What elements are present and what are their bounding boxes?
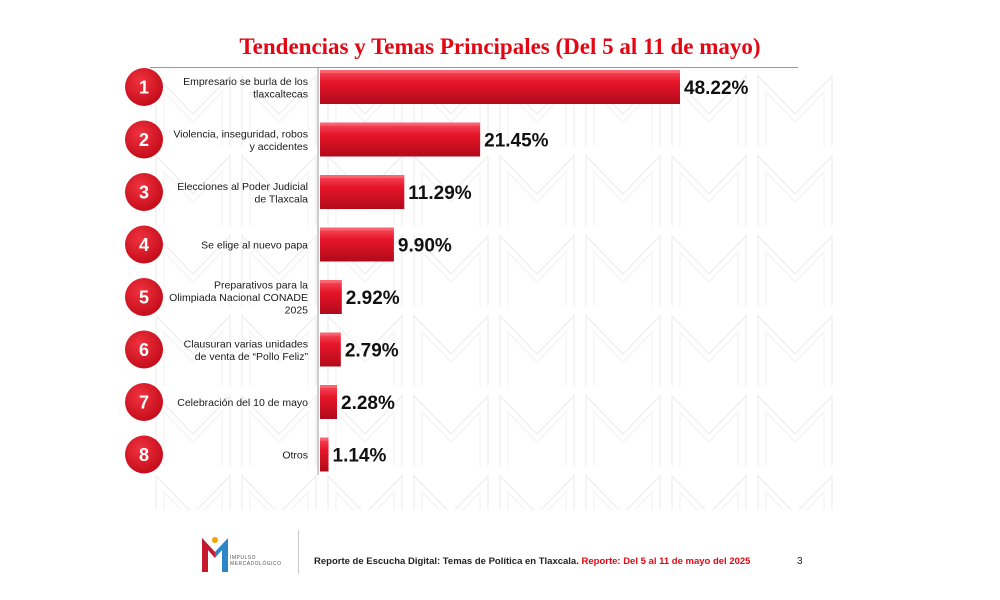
bar	[320, 332, 341, 367]
rank-circle	[125, 383, 163, 421]
rank-circle	[125, 330, 163, 369]
bar-highlight	[320, 70, 680, 73]
bar-value-label: 9.90%	[398, 236, 452, 257]
bar	[320, 70, 680, 104]
rank-circle	[125, 120, 163, 159]
bar	[320, 175, 405, 209]
footer-report-dates: Reporte: Del 5 al 11 de mayo del 2025	[581, 556, 751, 567]
bar-category-label: 2025	[285, 305, 309, 317]
rank-number: 6	[139, 340, 149, 360]
bar-highlight	[320, 227, 394, 231]
bar-value-label: 21.45%	[484, 131, 549, 152]
bar-category-label: Se elige al nuevo papa	[201, 240, 308, 252]
bar-highlight	[320, 280, 342, 283]
rank-number: 1	[139, 78, 149, 98]
bar	[320, 385, 338, 419]
footer-report-text: Reporte de Escucha Digital: Temas de Pol…	[314, 556, 750, 567]
logo-text-line-2: MERCADOLÓGICO	[230, 561, 282, 567]
bar-category-label: de venta de “Pollo Feliz”	[195, 351, 309, 363]
bar-value-label: 11.29%	[408, 183, 471, 204]
bar-highlight	[320, 122, 481, 126]
bar-value-label: 2.79%	[345, 341, 399, 362]
impulso-mercadologico-logo: IMPULSO MERCADOLÓGICO	[200, 532, 296, 576]
page-title: Tendencias y Temas Principales (Del 5 al…	[239, 34, 761, 59]
bar-category-label: Celebración del 10 de mayo	[177, 397, 308, 409]
rank-circle	[125, 435, 163, 474]
rank-number: 3	[139, 183, 149, 203]
bar-category-label: Elecciones al Poder Judicial	[177, 181, 308, 193]
bar-category-label: Violencia, inseguridad, robos	[173, 128, 308, 140]
bar-category-label: tlaxcaltecas	[253, 88, 308, 100]
bar-highlight	[320, 385, 338, 388]
bar-value-label: 48.22%	[684, 78, 749, 99]
bar	[320, 227, 394, 262]
background-pattern	[150, 70, 840, 510]
bar	[320, 280, 342, 314]
rank-circle	[125, 278, 163, 316]
bar-highlight	[320, 437, 329, 441]
bar-category-label: Otros	[282, 450, 308, 462]
footer-report-title: Reporte de Escucha Digital: Temas de Pol…	[314, 556, 579, 567]
rank-number: 4	[139, 235, 149, 255]
bar-value-label: 1.14%	[333, 446, 387, 467]
bar	[320, 437, 329, 472]
footer-divider	[298, 530, 299, 574]
logo-mark-icon	[202, 537, 228, 572]
title-divider	[150, 67, 798, 68]
bar	[320, 122, 481, 157]
rank-circle	[125, 68, 163, 106]
rank-number: 7	[139, 393, 149, 413]
logo-text-line-1: IMPULSO	[230, 555, 257, 561]
bar-category-label: y accidentes	[250, 141, 308, 153]
rank-circle	[125, 173, 163, 211]
bar-category-label: Olimpiada Nacional CONADE	[169, 292, 308, 304]
page-number: 3	[797, 556, 803, 567]
bar-category-label: Empresario se burla de los	[183, 76, 308, 88]
rank-number: 8	[139, 445, 149, 465]
bar-value-label: 2.92%	[346, 288, 400, 309]
rank-circle	[125, 225, 163, 264]
rank-number: 5	[139, 288, 149, 308]
rank-number: 2	[139, 130, 149, 150]
bar-value-label: 2.28%	[341, 393, 395, 414]
bar-category-label: de Tlaxcala	[254, 193, 308, 205]
bar-highlight	[320, 175, 405, 178]
bar-category-label: Preparativos para la	[214, 280, 308, 292]
bar-highlight	[320, 332, 341, 336]
bar-category-label: Clausuran varias unidades	[184, 338, 308, 350]
